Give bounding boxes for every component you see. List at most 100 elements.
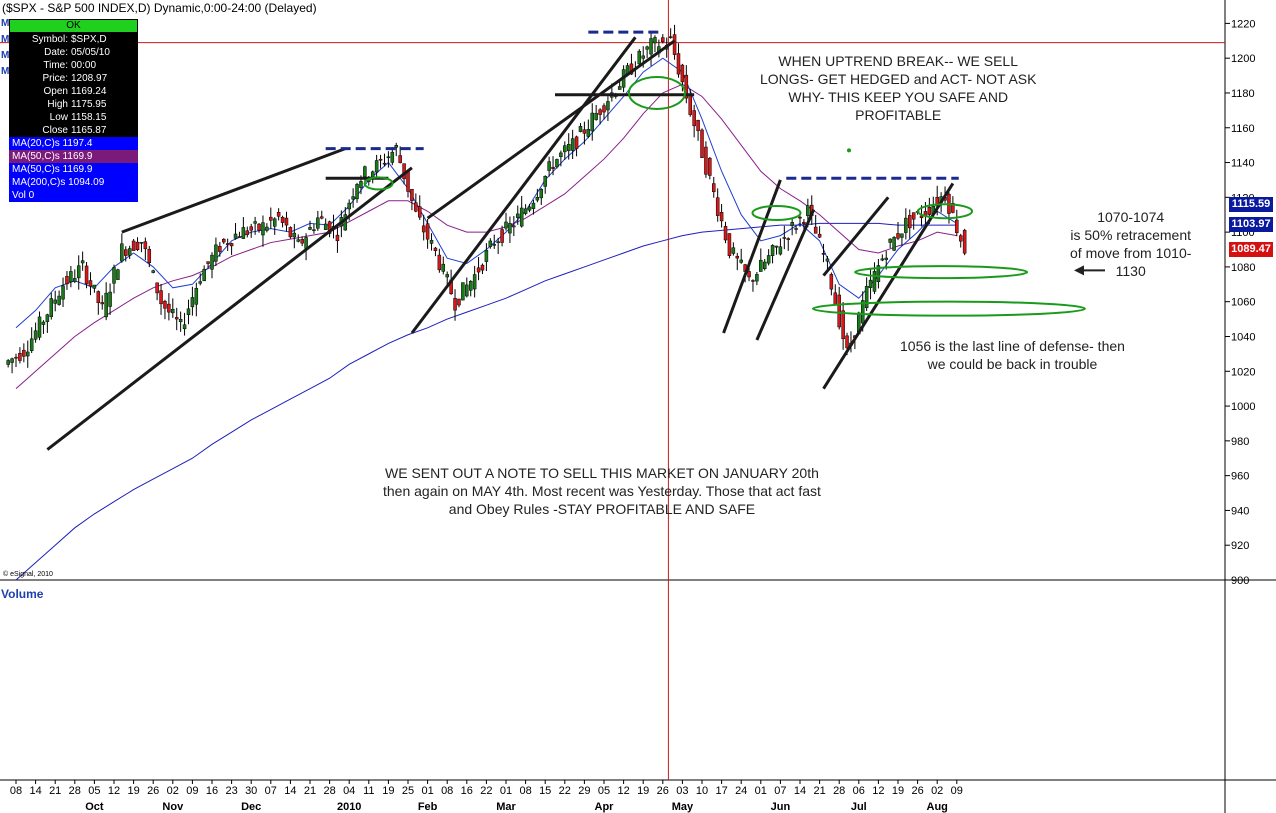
candle-body bbox=[92, 284, 97, 289]
x-tick-label: 15 bbox=[539, 785, 551, 797]
ellipse-jun bbox=[751, 204, 802, 221]
trendline-jun-a bbox=[722, 179, 782, 334]
candle-body bbox=[555, 159, 559, 168]
candle-body bbox=[492, 244, 496, 246]
x-tick-label: 26 bbox=[911, 785, 923, 797]
x-tick-label: 11 bbox=[363, 785, 374, 797]
candle-body bbox=[476, 267, 481, 273]
candle-body bbox=[461, 282, 465, 301]
candle-body bbox=[708, 157, 712, 176]
candle-body bbox=[261, 222, 265, 236]
indicator-marker: M bbox=[1, 18, 10, 29]
ma200-readout: MA(200,C)s 1094.09 bbox=[9, 176, 138, 189]
x-tick-label: 28 bbox=[323, 785, 335, 797]
candle-body bbox=[394, 145, 398, 148]
candle-body bbox=[649, 38, 653, 55]
info-row-time: Time: 00:00 bbox=[43, 60, 97, 71]
candle-body bbox=[570, 138, 575, 151]
candle-body bbox=[174, 317, 179, 320]
candle-body bbox=[759, 259, 763, 272]
candle-body bbox=[406, 170, 410, 192]
candle-body bbox=[480, 264, 485, 271]
x-month-label: Mar bbox=[496, 801, 516, 813]
uptrend-note: WHEN UPTREND BREAK-- WE SELL LONGS- GET … bbox=[760, 53, 1037, 123]
candle-body bbox=[719, 212, 724, 222]
price-tag-last: 1089.47 bbox=[1229, 242, 1273, 258]
x-tick-label: 16 bbox=[206, 785, 218, 797]
candle-body bbox=[884, 257, 888, 260]
candle-body bbox=[292, 232, 297, 238]
candle-body bbox=[104, 292, 108, 318]
x-month-label: Apr bbox=[595, 801, 615, 813]
candle-body bbox=[382, 162, 387, 165]
candle-body bbox=[574, 136, 579, 149]
x-month-label: Oct bbox=[85, 801, 104, 813]
candle-body bbox=[860, 300, 865, 324]
candle-body bbox=[751, 280, 755, 282]
candle-body bbox=[786, 238, 790, 240]
x-tick-label: 05 bbox=[598, 785, 610, 797]
x-tick-label: 28 bbox=[69, 785, 81, 797]
candle-body bbox=[190, 297, 195, 308]
y-tick-label: 940 bbox=[1231, 505, 1249, 517]
candle-body bbox=[335, 234, 340, 242]
ellipse-apr bbox=[627, 75, 686, 110]
candle-body bbox=[908, 215, 912, 229]
candle-body bbox=[731, 247, 736, 254]
candle-body bbox=[84, 265, 89, 285]
candle-body bbox=[33, 330, 38, 340]
x-tick-label: 12 bbox=[108, 785, 120, 797]
candle-body bbox=[237, 236, 242, 238]
x-tick-label: 08 bbox=[519, 785, 531, 797]
ma50-readout: MA(50,C)s 1169.9 bbox=[9, 150, 138, 163]
candle-body bbox=[6, 360, 10, 365]
y-tick-label: 900 bbox=[1231, 575, 1249, 587]
candle-body bbox=[127, 248, 132, 256]
candle-body bbox=[57, 295, 61, 305]
candle-body bbox=[182, 324, 187, 330]
candle-body bbox=[586, 129, 591, 137]
candle-body bbox=[421, 225, 426, 233]
copyright-text: © eSignal, 2010 bbox=[3, 571, 53, 578]
y-tick-label: 1080 bbox=[1231, 262, 1255, 274]
x-month-label: Aug bbox=[927, 801, 948, 813]
candle-body bbox=[692, 110, 696, 127]
candle-body bbox=[896, 233, 900, 239]
candle-body bbox=[441, 263, 446, 272]
candle-body bbox=[100, 302, 104, 305]
x-tick-label: 09 bbox=[951, 785, 963, 797]
candle-body bbox=[594, 112, 598, 120]
volume-readout: Vol 0 bbox=[9, 189, 138, 202]
candle-body bbox=[112, 267, 116, 284]
candle-body bbox=[257, 223, 261, 231]
candle-body bbox=[523, 208, 528, 214]
y-tick-label: 1180 bbox=[1231, 88, 1255, 100]
x-month-label: Jul bbox=[851, 801, 867, 813]
candle-body bbox=[80, 260, 85, 264]
x-tick-label: 12 bbox=[872, 785, 884, 797]
cursor-info-box[interactable]: OK Symbol: $SPX,D Date: 05/05/10 Time: 00:0… bbox=[9, 19, 138, 202]
x-tick-label: 09 bbox=[186, 785, 198, 797]
candle-body bbox=[265, 226, 269, 231]
indicator-marker: M bbox=[1, 34, 10, 45]
ellipse-1074-level bbox=[854, 265, 1029, 280]
candle-body bbox=[143, 241, 148, 250]
candle-body bbox=[892, 237, 896, 251]
candle-body bbox=[108, 291, 112, 307]
info-row-price: Price: 1208.97 bbox=[42, 73, 108, 84]
candle-body bbox=[398, 155, 402, 163]
info-row-symbol: Symbol: $SPX,D bbox=[31, 34, 107, 45]
x-tick-label: 21 bbox=[813, 785, 825, 797]
sell-note: WE SENT OUT A NOTE TO SELL THIS MARKET O… bbox=[383, 465, 821, 517]
arrow-head bbox=[1074, 265, 1084, 276]
candle-body bbox=[782, 237, 787, 239]
candle-body bbox=[798, 216, 802, 219]
candle-body bbox=[327, 221, 332, 234]
candle-body bbox=[159, 290, 163, 305]
x-tick-label: 30 bbox=[245, 785, 257, 797]
candle-body bbox=[53, 299, 57, 304]
candle-body bbox=[578, 126, 583, 132]
candle-body bbox=[900, 233, 904, 238]
ma20-readout: MA(20,C)s 1197.4 bbox=[9, 137, 138, 150]
